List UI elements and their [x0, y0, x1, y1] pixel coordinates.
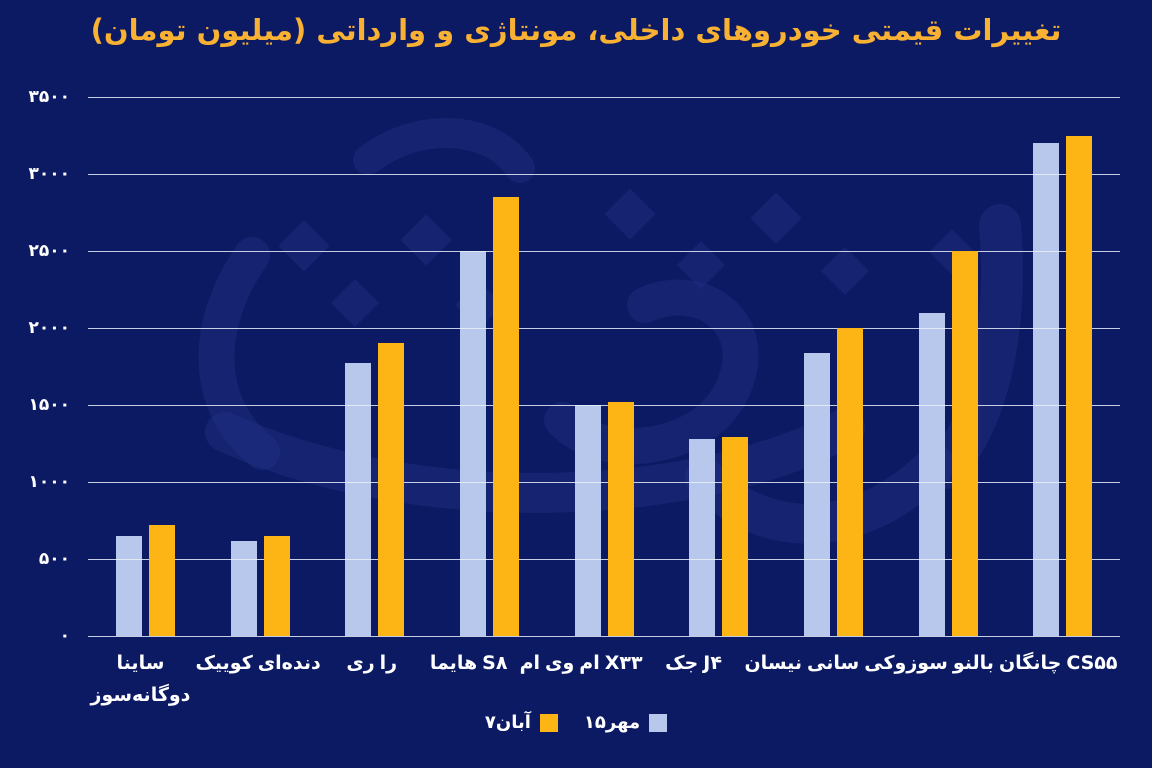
bar-group: [1005, 97, 1120, 636]
gridline: [88, 482, 1120, 483]
legend: ۷آبان ۱۵مهر: [0, 712, 1152, 733]
x-category-label: نیسان سانی: [744, 652, 860, 674]
bar-mehr15: [918, 312, 945, 636]
bar-mehr15: [115, 535, 142, 636]
x-category-label: ری را: [346, 652, 398, 674]
bar-mehr15: [345, 363, 372, 636]
x-category-label: چانگان CS۵۵: [998, 652, 1118, 674]
bar-aban7: [148, 525, 175, 636]
y-tick-label: ۳۵۰۰: [28, 87, 70, 107]
legend-item: ۱۵مهر: [583, 712, 668, 733]
bar-aban7: [722, 437, 749, 636]
bar-group: [317, 97, 432, 636]
bar-group: [891, 97, 1006, 636]
y-tick-label: ۱۰۰۰: [28, 472, 70, 492]
bar-group: [661, 97, 776, 636]
bar-group: [88, 97, 203, 636]
gridline: [88, 97, 1120, 98]
bar-aban7: [607, 401, 634, 636]
y-tick-label: ۱۵۰۰: [28, 395, 70, 415]
x-category-label: جک J۴: [665, 652, 722, 674]
bar-aban7: [492, 197, 519, 636]
bar-mehr15: [230, 540, 257, 636]
bar-group: [776, 97, 891, 636]
y-axis: ۳۵۰۰ ۳۰۰۰ ۲۵۰۰ ۲۰۰۰ ۱۵۰۰ ۱۰۰۰ ۵۰۰ ۰: [0, 87, 78, 646]
bar-group: [547, 97, 662, 636]
y-tick-label: ۰: [59, 626, 70, 646]
bar-aban7: [1066, 135, 1093, 636]
bar-group: [432, 97, 547, 636]
y-tick-label: ۲۰۰۰: [28, 318, 70, 338]
gridline: [88, 636, 1120, 637]
gridline: [88, 559, 1120, 560]
bar-aban7: [836, 328, 863, 636]
legend-item: ۷آبان: [485, 712, 558, 733]
y-tick-label: ۵۰۰: [38, 549, 70, 569]
bar-group: [203, 97, 318, 636]
legend-label: ۱۵مهر: [583, 712, 641, 733]
gridline: [88, 328, 1120, 329]
x-category-label: ام وی ام X۳۳: [519, 652, 643, 674]
plot-area: [88, 97, 1120, 637]
x-axis: ساینا دوگانه‌سوز کوییک دنده‌ای ری را هایما S۸ ام…: [88, 647, 1120, 711]
bar-mehr15: [459, 251, 486, 636]
legend-swatch: [539, 713, 558, 732]
bars: [88, 97, 1120, 636]
gridline: [88, 174, 1120, 175]
x-category-label: کوییک دنده‌ای: [195, 652, 321, 674]
bar-aban7: [378, 343, 405, 636]
x-category-label: هایما S۸: [429, 652, 508, 674]
bar-aban7: [951, 251, 978, 636]
x-category-label: ساینا دوگانه‌سوز: [90, 652, 191, 706]
chart-title: تغییرات قیمتی خودروهای داخلی، مونتاژی و …: [90, 13, 1062, 47]
legend-label: ۷آبان: [484, 712, 531, 733]
x-category-label: سوزوکی بالنو: [864, 652, 994, 674]
gridline: [88, 405, 1120, 406]
bar-aban7: [263, 535, 290, 636]
legend-swatch: [649, 713, 668, 732]
y-tick-label: ۲۵۰۰: [28, 241, 70, 261]
gridline: [88, 251, 1120, 252]
bar-mehr15: [574, 405, 601, 636]
bar-mehr15: [1033, 143, 1060, 636]
bar-mehr15: [803, 352, 830, 636]
bar-mehr15: [689, 438, 716, 636]
y-tick-label: ۳۰۰۰: [28, 164, 70, 184]
